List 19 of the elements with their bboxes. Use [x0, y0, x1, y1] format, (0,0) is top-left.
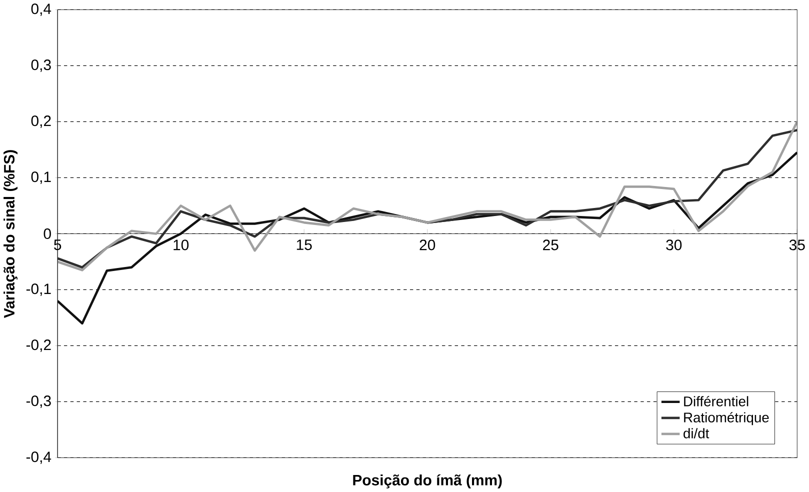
y-tick-label: -0,4: [26, 452, 52, 464]
y-tick-label: -0,2: [26, 340, 51, 352]
y-tick-label: 0,1: [31, 172, 51, 184]
y-tick-label: -0,1: [26, 284, 51, 296]
x-tick-label: 30: [666, 240, 682, 250]
x-tick-label: 10: [174, 240, 189, 250]
y-tick-label: 0,3: [31, 60, 51, 72]
y-tick-label: 0: [44, 228, 51, 240]
y-tick-label: 0,4: [31, 4, 52, 16]
x-tick-label: 15: [296, 240, 312, 250]
x-tick-label: 25: [543, 240, 558, 250]
y-tick-label: -0,3: [26, 396, 51, 408]
y-axis-title: Variação do sinal (%FS): [4, 150, 18, 318]
y-tick-label: 0,2: [31, 116, 51, 128]
legend-label: Ratiométrique: [684, 412, 769, 426]
legend-label: Différentiel: [684, 396, 748, 406]
legend-label: di/dt: [684, 428, 710, 438]
x-tick-label: 20: [420, 240, 436, 250]
x-axis-title: Posição do ímã (mm): [353, 474, 502, 488]
